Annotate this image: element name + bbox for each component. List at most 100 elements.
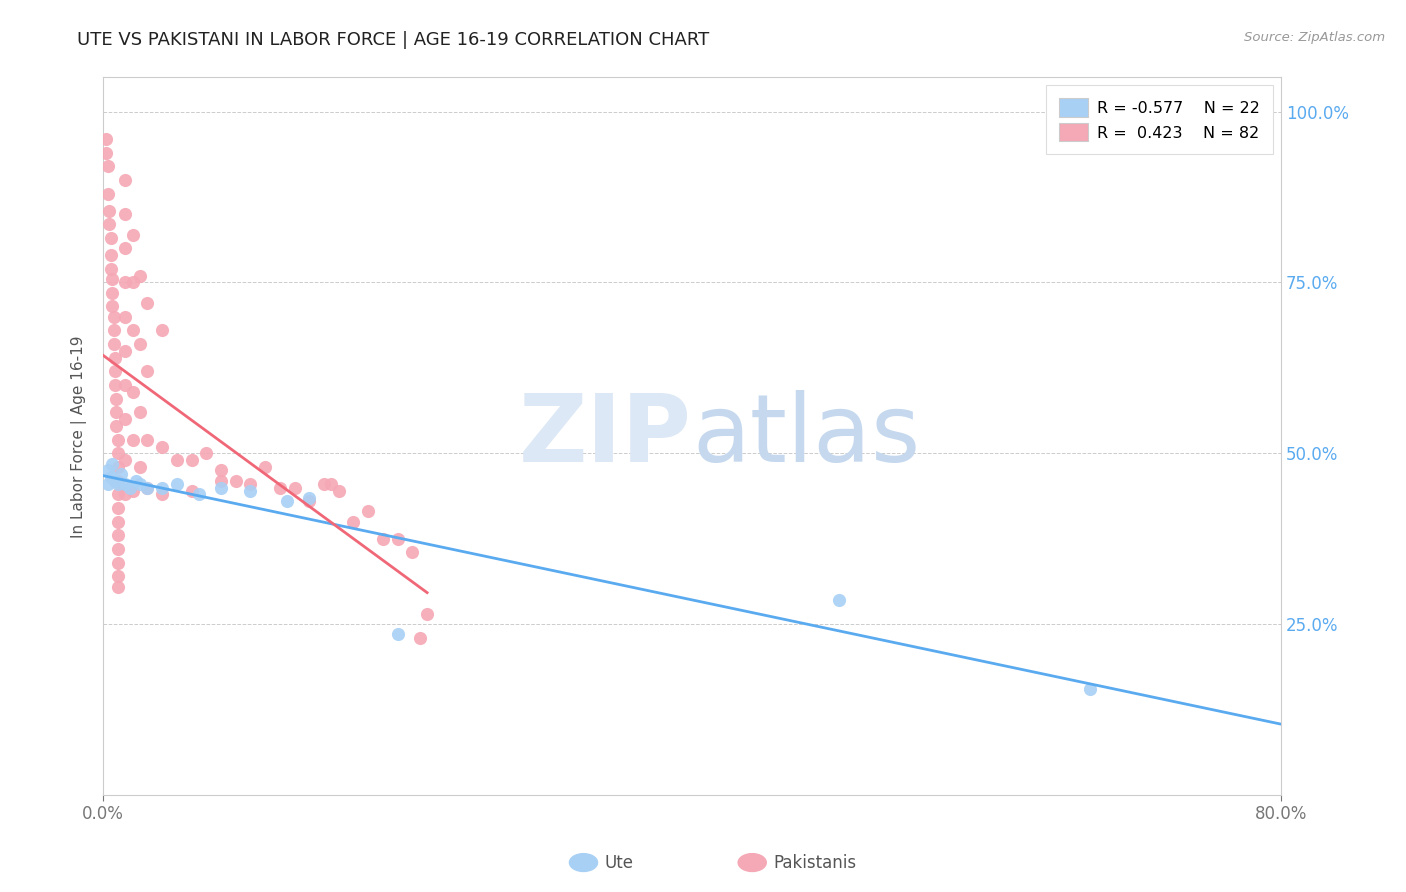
Point [104, 351, 127, 365]
Point [97, 477, 120, 491]
Point [101, 299, 124, 313]
Point [105, 405, 128, 419]
Point [129, 337, 152, 351]
Point [107, 487, 129, 501]
Point [321, 477, 343, 491]
Point [136, 481, 159, 495]
Text: atlas: atlas [692, 391, 921, 483]
Text: Ute: Ute [605, 854, 634, 871]
Point [150, 323, 173, 337]
Point [129, 405, 152, 419]
Point [114, 241, 136, 255]
Point [136, 364, 159, 378]
Point [100, 470, 122, 484]
Point [371, 532, 394, 546]
Text: UTE VS PAKISTANI IN LABOR FORCE | AGE 16-19 CORRELATION CHART: UTE VS PAKISTANI IN LABOR FORCE | AGE 16… [77, 31, 710, 49]
Point [401, 545, 423, 559]
Point [416, 607, 439, 621]
Point [114, 310, 136, 324]
Point [239, 477, 262, 491]
Point [136, 296, 159, 310]
Point [96, 132, 118, 146]
Point [276, 494, 298, 508]
Point [104, 364, 127, 378]
Point [97, 463, 120, 477]
Point [150, 487, 173, 501]
Point [101, 285, 124, 300]
Point [284, 481, 307, 495]
Point [254, 460, 277, 475]
Point [121, 276, 143, 290]
Point [387, 532, 409, 546]
Point [180, 453, 202, 467]
Point [114, 378, 136, 392]
Point [121, 323, 143, 337]
Point [107, 515, 129, 529]
Point [136, 433, 159, 447]
Point [105, 419, 128, 434]
Point [107, 580, 129, 594]
Point [1078, 682, 1101, 697]
Point [98, 203, 121, 218]
Point [387, 627, 409, 641]
Point [166, 477, 188, 491]
Point [107, 569, 129, 583]
Point [150, 440, 173, 454]
Legend: R = -0.577    N = 22, R =  0.423    N = 82: R = -0.577 N = 22, R = 0.423 N = 82 [1046, 86, 1272, 154]
Point [100, 248, 122, 262]
Point [114, 477, 136, 491]
Point [107, 477, 129, 491]
Point [104, 378, 127, 392]
Point [103, 310, 125, 324]
Point [121, 384, 143, 399]
Point [100, 261, 122, 276]
Point [107, 528, 129, 542]
Point [114, 487, 136, 501]
Point [107, 474, 129, 488]
Point [239, 483, 262, 498]
Point [107, 460, 129, 475]
Point [124, 474, 146, 488]
Point [129, 268, 152, 283]
Point [828, 593, 851, 607]
Point [114, 412, 136, 426]
Point [100, 231, 122, 245]
Point [121, 227, 143, 242]
Point [150, 481, 173, 495]
Point [114, 173, 136, 187]
Point [107, 541, 129, 556]
Point [104, 474, 127, 488]
Point [298, 491, 321, 505]
Point [129, 477, 152, 491]
Point [225, 474, 247, 488]
Point [97, 186, 120, 201]
Point [312, 477, 335, 491]
Point [114, 276, 136, 290]
Point [114, 207, 136, 221]
Point [209, 474, 232, 488]
Text: Pakistanis: Pakistanis [773, 854, 856, 871]
Point [97, 159, 120, 173]
Point [103, 323, 125, 337]
Text: Source: ZipAtlas.com: Source: ZipAtlas.com [1244, 31, 1385, 45]
Point [107, 501, 129, 516]
Point [166, 453, 188, 467]
Point [269, 481, 291, 495]
Point [298, 494, 321, 508]
Point [180, 483, 202, 498]
Text: ZIP: ZIP [519, 391, 692, 483]
Point [107, 556, 129, 570]
Point [107, 446, 129, 460]
Point [103, 337, 125, 351]
Y-axis label: In Labor Force | Age 16-19: In Labor Force | Age 16-19 [72, 335, 87, 538]
Point [101, 272, 124, 286]
Point [187, 487, 209, 501]
Point [121, 433, 143, 447]
Point [129, 460, 152, 475]
Point [110, 467, 132, 481]
Point [342, 515, 364, 529]
Point [101, 457, 124, 471]
Point [105, 392, 128, 406]
Point [96, 145, 118, 160]
Point [328, 483, 350, 498]
